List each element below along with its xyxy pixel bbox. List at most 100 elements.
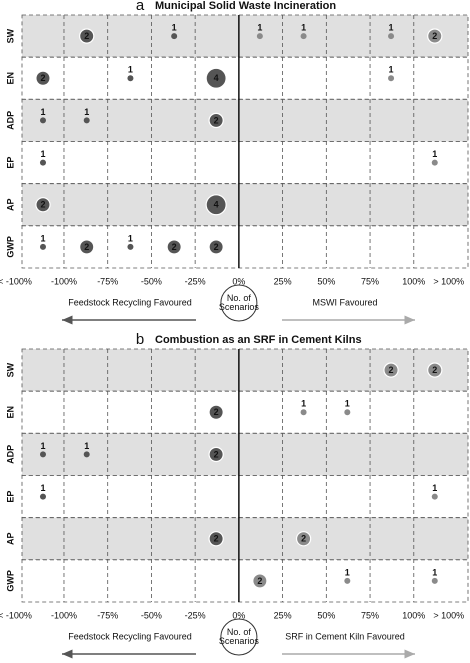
y-tick-label: EP (5, 491, 15, 503)
count-label: 1 (432, 483, 437, 493)
x-tick-label: 75% (361, 610, 379, 620)
count-label: 2 (432, 365, 437, 375)
count-label: 1 (40, 483, 45, 493)
count-label: 1 (301, 22, 306, 32)
scenario-bubble (295, 531, 312, 547)
scenario-bubble (39, 159, 46, 166)
annotation-line: No. of (227, 293, 252, 303)
row-band (21, 98, 469, 142)
annotation-line: Scenarios (219, 302, 260, 312)
count-label: 2 (257, 576, 262, 586)
row-band (21, 183, 469, 227)
panel-label: a (136, 0, 145, 14)
x-tick-label: > 100% (433, 276, 464, 286)
count-label: 1 (40, 149, 45, 159)
count-label: 1 (40, 233, 45, 243)
count-label: 2 (301, 534, 306, 544)
y-tick-label: EN (5, 406, 15, 419)
scenario-bubble (205, 67, 227, 89)
x-tick-label: 50% (317, 276, 335, 286)
x-tick-label: -50% (141, 276, 162, 286)
scenario-bubble (431, 493, 438, 500)
count-label: 1 (128, 233, 133, 243)
x-tick-label: -25% (185, 276, 206, 286)
scenario-bubble (171, 33, 178, 40)
scenario-bubble (205, 194, 227, 216)
count-label: 1 (389, 22, 394, 32)
count-label: 1 (345, 399, 350, 409)
annotation: Feedstock Recycling Favoured (68, 631, 192, 641)
row-band (21, 517, 469, 561)
count-label: 1 (84, 107, 89, 117)
count-label: 1 (40, 441, 45, 451)
count-label: 1 (257, 22, 262, 32)
scenario-bubble (208, 531, 224, 547)
scenario-bubble (208, 112, 224, 129)
count-label: 2 (40, 73, 45, 83)
x-tick-label: 50% (317, 610, 335, 620)
scenario-bubble (300, 33, 307, 40)
y-tick-label: SW (5, 362, 15, 377)
annotation: MSWI Favoured (312, 297, 377, 307)
x-tick-label: -75% (97, 276, 118, 286)
row-band (21, 225, 469, 269)
annotation: No. of Scenarios (219, 627, 260, 646)
scenario-bubble (427, 362, 443, 378)
y-tick-label: AP (5, 198, 15, 211)
count-label: 1 (345, 567, 350, 577)
count-label: 2 (40, 200, 45, 210)
scenario-bubble (388, 75, 395, 82)
count-label: 2 (214, 534, 219, 544)
scenario-bubble (127, 75, 134, 82)
count-label: 4 (214, 200, 219, 210)
scenario-bubble (431, 159, 438, 166)
x-tick-label: 100% (402, 610, 425, 620)
count-label: 1 (432, 149, 437, 159)
row-band (21, 475, 469, 519)
row-band (21, 432, 469, 476)
scenario-bubble (127, 243, 134, 250)
x-tick-label: -50% (141, 610, 162, 620)
scenario-bubble (79, 28, 95, 44)
count-label: 2 (84, 31, 89, 41)
row-band (21, 56, 469, 100)
count-label: 1 (432, 567, 437, 577)
x-tick-label: < -100% (0, 276, 32, 286)
y-tick-label: SW (5, 28, 15, 43)
scenario-bubble (39, 243, 46, 250)
x-tick-label: 100% (402, 276, 425, 286)
count-label: 1 (301, 399, 306, 409)
x-tick-label: -100% (51, 610, 77, 620)
scenario-bubble (83, 117, 90, 124)
scenario-bubble (35, 70, 51, 86)
chart-title: Combustion as an SRF in Cement Kilns (155, 334, 362, 346)
count-label: 1 (128, 65, 133, 75)
scenario-bubble (79, 239, 95, 255)
scenario-bubble (427, 28, 443, 44)
scenario-bubble (208, 446, 224, 463)
x-tick-label: 75% (361, 276, 379, 286)
scenario-bubble (166, 239, 182, 255)
x-tick-label: > 100% (433, 610, 464, 620)
count-label: 2 (389, 365, 394, 375)
x-tick-label: 25% (274, 276, 292, 286)
scenario-bubble (39, 493, 46, 500)
count-label: 2 (214, 115, 219, 125)
scenario-bubble (256, 33, 263, 40)
x-tick-label: 0% (232, 610, 245, 620)
row-band (21, 348, 469, 392)
y-tick-label: EP (5, 157, 15, 169)
scenario-bubble (208, 404, 224, 420)
chart-title: Municipal Solid Waste Incineration (155, 0, 336, 12)
y-tick-label: AP (5, 532, 15, 545)
count-label: 1 (389, 65, 394, 75)
x-tick-label: -75% (97, 610, 118, 620)
y-tick-label: EN (5, 72, 15, 85)
scenario-bubble (252, 573, 268, 589)
count-label: 2 (432, 31, 437, 41)
count-label: 4 (214, 73, 219, 83)
scenario-bubble (300, 409, 307, 416)
scenario-bubble (383, 362, 399, 378)
x-tick-label: 25% (274, 610, 292, 620)
